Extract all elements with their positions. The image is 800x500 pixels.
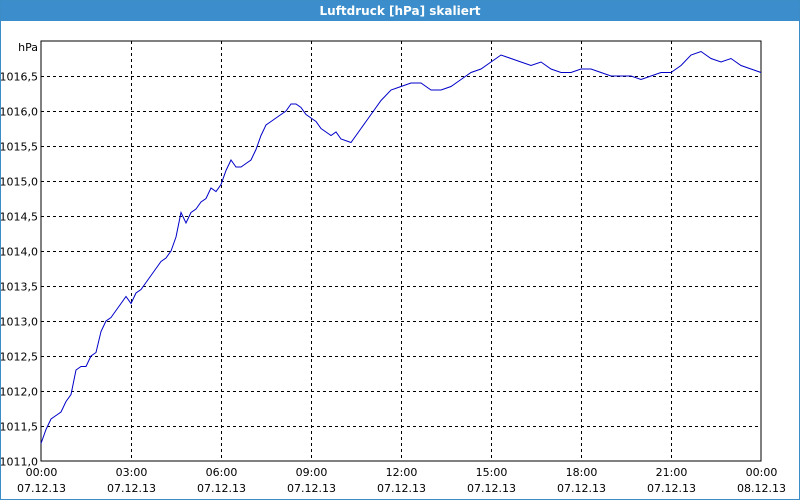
x-tick-time: 00:00 — [746, 466, 778, 479]
x-tick-date: 07.12.13 — [377, 482, 426, 495]
y-tick-label: 1012,5 — [1, 351, 38, 364]
y-tick-label: 1013,5 — [1, 281, 38, 294]
x-tick-time: 15:00 — [476, 466, 508, 479]
x-tick-time: 21:00 — [656, 466, 688, 479]
y-tick-label: 1011,0 — [1, 456, 38, 469]
x-tick-date: 08.12.13 — [737, 482, 786, 495]
x-tick-time: 12:00 — [386, 466, 418, 479]
y-tick-label: 1015,5 — [1, 141, 38, 154]
y-tick-label: 1016,0 — [1, 106, 38, 119]
y-tick-label: 1013,0 — [1, 316, 38, 329]
x-tick-time: 09:00 — [296, 466, 328, 479]
y-tick-label: 1016,5 — [1, 71, 38, 84]
x-tick-date: 07.12.13 — [557, 482, 606, 495]
y-axis-label: hPa — [18, 41, 38, 54]
y-tick-label: 1012,0 — [1, 386, 38, 399]
x-tick-time: 06:00 — [206, 466, 238, 479]
x-tick-date: 07.12.13 — [107, 482, 156, 495]
x-tick-time: 00:00 — [26, 466, 58, 479]
y-tick-label: 1011,5 — [1, 421, 38, 434]
y-tick-label: 1014,5 — [1, 211, 38, 224]
x-tick-date: 07.12.13 — [17, 482, 66, 495]
x-tick-date: 07.12.13 — [647, 482, 696, 495]
y-tick-label: 1014,0 — [1, 246, 38, 259]
x-tick-time: 18:00 — [566, 466, 598, 479]
y-tick-label: 1015,0 — [1, 176, 38, 189]
chart-title: Luftdruck [hPa] skaliert — [1, 1, 799, 21]
pressure-series-line — [40, 50, 762, 444]
x-tick-date: 07.12.13 — [197, 482, 246, 495]
x-tick-date: 07.12.13 — [467, 482, 516, 495]
x-tick-time: 03:00 — [116, 466, 148, 479]
pressure-chart: 1011,0 1011,5 1012,0 1012,5 1013,0 1013,5 1014… — [1, 40, 786, 495]
x-tick-date: 07.12.13 — [287, 482, 336, 495]
